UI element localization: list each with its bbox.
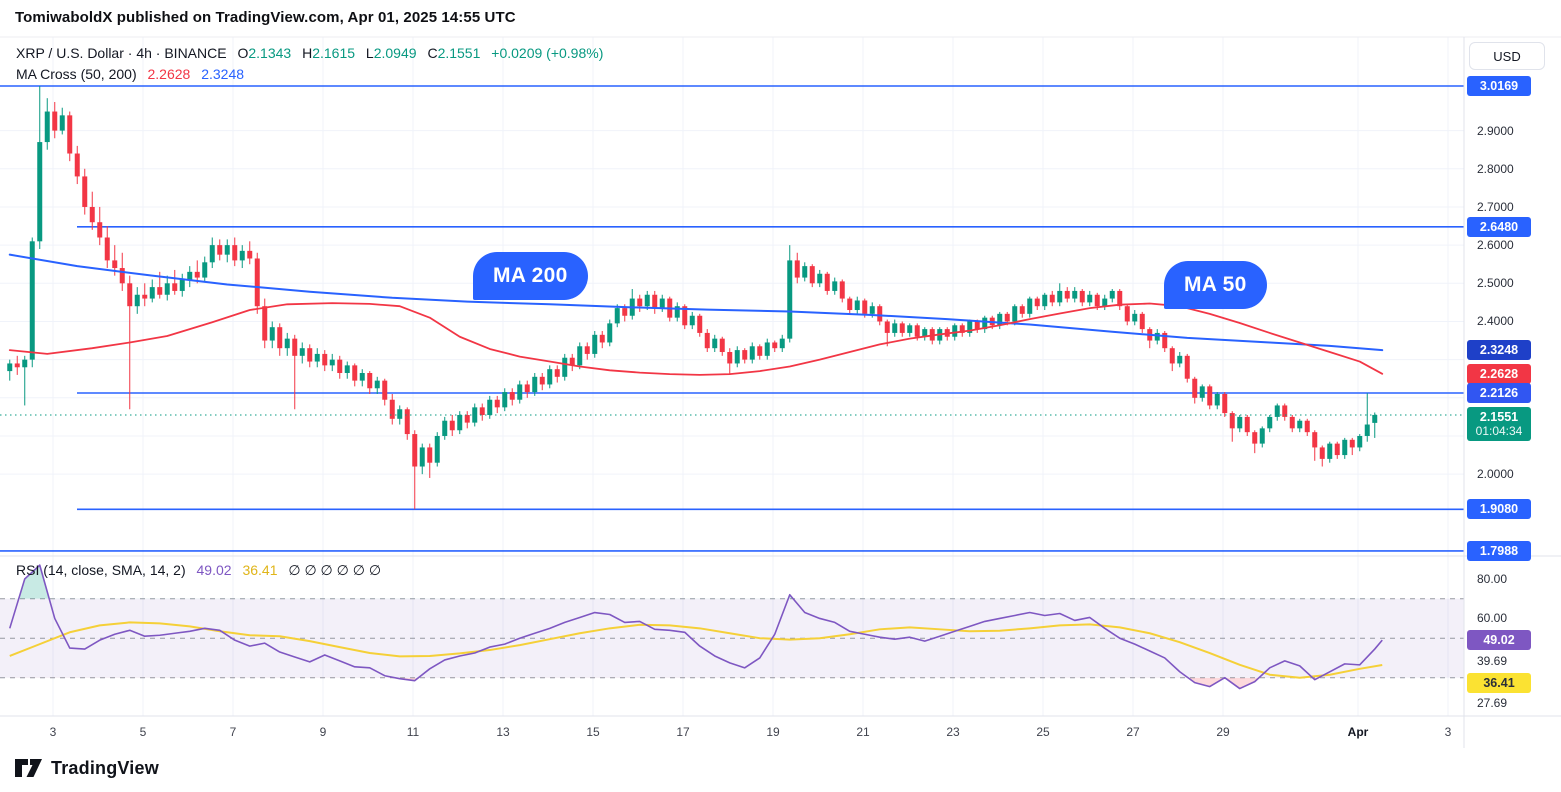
rsi-tick-label[interactable]: 27.69 bbox=[1477, 696, 1508, 710]
ma200-annotation-pill[interactable]: MA 200 bbox=[473, 252, 588, 300]
ohlc-high: H2.1615 bbox=[302, 45, 356, 61]
time-axis-label[interactable]: 27 bbox=[1126, 725, 1140, 739]
rsi-oversold-fill bbox=[9, 677, 1383, 689]
price-badge: 2.6480 bbox=[1467, 216, 1531, 237]
time-axis-label[interactable]: 23 bbox=[946, 725, 960, 739]
ma-cross-legend-row[interactable]: MA Cross (50, 200) 2.2628 2.3248 bbox=[16, 66, 244, 82]
time-axis-label[interactable]: 7 bbox=[229, 725, 237, 739]
time-axis-label[interactable]: 9 bbox=[319, 725, 327, 739]
ohlc-low: L2.0949 bbox=[365, 45, 417, 61]
countdown-timer: 01:04:34 bbox=[1475, 423, 1523, 438]
ma50-annotation-pill[interactable]: MA 50 bbox=[1164, 261, 1267, 309]
time-axis-label[interactable]: 15 bbox=[586, 725, 600, 739]
ohlc-open: O2.1343 bbox=[237, 45, 292, 61]
ma200-legend-value: 2.3248 bbox=[201, 66, 245, 82]
rsi-sma-value: 36.41 bbox=[242, 562, 278, 578]
brand-name: TradingView bbox=[51, 757, 159, 778]
rsi-label: RSI (14, close, SMA, 14, 2) bbox=[16, 562, 186, 578]
ma50-legend-value: 2.2628 bbox=[147, 66, 191, 82]
rsi-tick-label[interactable]: 60.00 bbox=[1477, 611, 1508, 626]
change-value: +0.0209 (+0.98%) bbox=[491, 45, 604, 61]
tradingview-attribution[interactable]: TradingView bbox=[15, 757, 159, 779]
rsi-line[interactable] bbox=[8, 564, 1383, 690]
rsi-empty-params: ∅ ∅ ∅ ∅ ∅ ∅ bbox=[288, 562, 382, 578]
ma50-line[interactable] bbox=[8, 302, 1384, 376]
rsi-tick-label[interactable]: 39.69 bbox=[1477, 654, 1508, 668]
time-axis-label[interactable]: 3 bbox=[49, 725, 57, 739]
price-badge: 2.2126 bbox=[1467, 383, 1531, 403]
time-axis-label[interactable]: Apr bbox=[1347, 725, 1369, 739]
rsi-value-badge: 36.41 bbox=[1467, 673, 1531, 693]
rsi-value: 49.02 bbox=[196, 562, 232, 578]
price-tick-label[interactable]: 2.8000 bbox=[1477, 161, 1514, 176]
price-tick-label[interactable]: 2.9000 bbox=[1477, 123, 1514, 138]
symbol-legend-row[interactable]: XRP / U.S. Dollar · 4h · BINANCE O2.1343… bbox=[16, 45, 603, 61]
time-axis-label[interactable]: 5 bbox=[139, 725, 147, 739]
price-tick-label[interactable]: 2.0000 bbox=[1477, 467, 1514, 482]
price-tick-label[interactable]: 2.4000 bbox=[1477, 314, 1514, 329]
time-axis-label[interactable]: 25 bbox=[1036, 725, 1050, 739]
price-badge: 3.0169 bbox=[1467, 76, 1531, 96]
price-badge: 1.9080 bbox=[1467, 499, 1531, 520]
price-badge: 2.3248 bbox=[1467, 340, 1531, 361]
ohlc-close: C2.1551 bbox=[427, 45, 481, 61]
time-axis-label[interactable]: 29 bbox=[1216, 725, 1230, 739]
rsi-sma-line[interactable] bbox=[9, 621, 1383, 679]
currency-toggle-button[interactable]: USD bbox=[1469, 42, 1545, 70]
symbol-title: XRP / U.S. Dollar · 4h · BINANCE bbox=[16, 45, 227, 61]
price-badge: 1.7988 bbox=[1467, 540, 1531, 561]
tradingview-logo-icon bbox=[15, 759, 42, 777]
ma200-line[interactable] bbox=[8, 253, 1384, 352]
time-axis-label[interactable]: 3 bbox=[1444, 725, 1452, 739]
price-tick-label[interactable]: 2.6000 bbox=[1477, 238, 1514, 253]
publication-header: TomiwaboldX published on TradingView.com… bbox=[15, 9, 516, 26]
price-badge: 2.2628 bbox=[1467, 363, 1531, 384]
price-tick-label[interactable]: 2.5000 bbox=[1477, 276, 1514, 291]
rsi-legend-row[interactable]: RSI (14, close, SMA, 14, 2) 49.02 36.41 … bbox=[16, 562, 381, 579]
time-axis-label[interactable]: 19 bbox=[766, 725, 780, 739]
time-axis-label[interactable]: 21 bbox=[856, 725, 870, 739]
last-price-badge: 2.1551 01:04:34 bbox=[1467, 406, 1531, 441]
ma-cross-label: MA Cross (50, 200) bbox=[16, 66, 137, 82]
rsi-tick-label[interactable]: 80.00 bbox=[1477, 571, 1508, 586]
time-axis-label[interactable]: 13 bbox=[496, 725, 510, 739]
rsi-value-badge: 49.02 bbox=[1467, 630, 1531, 651]
candles-series bbox=[7, 86, 1378, 510]
price-tick-label[interactable]: 2.7000 bbox=[1477, 199, 1514, 214]
time-axis-label[interactable]: 17 bbox=[676, 725, 690, 739]
time-axis-label[interactable]: 11 bbox=[406, 725, 420, 739]
